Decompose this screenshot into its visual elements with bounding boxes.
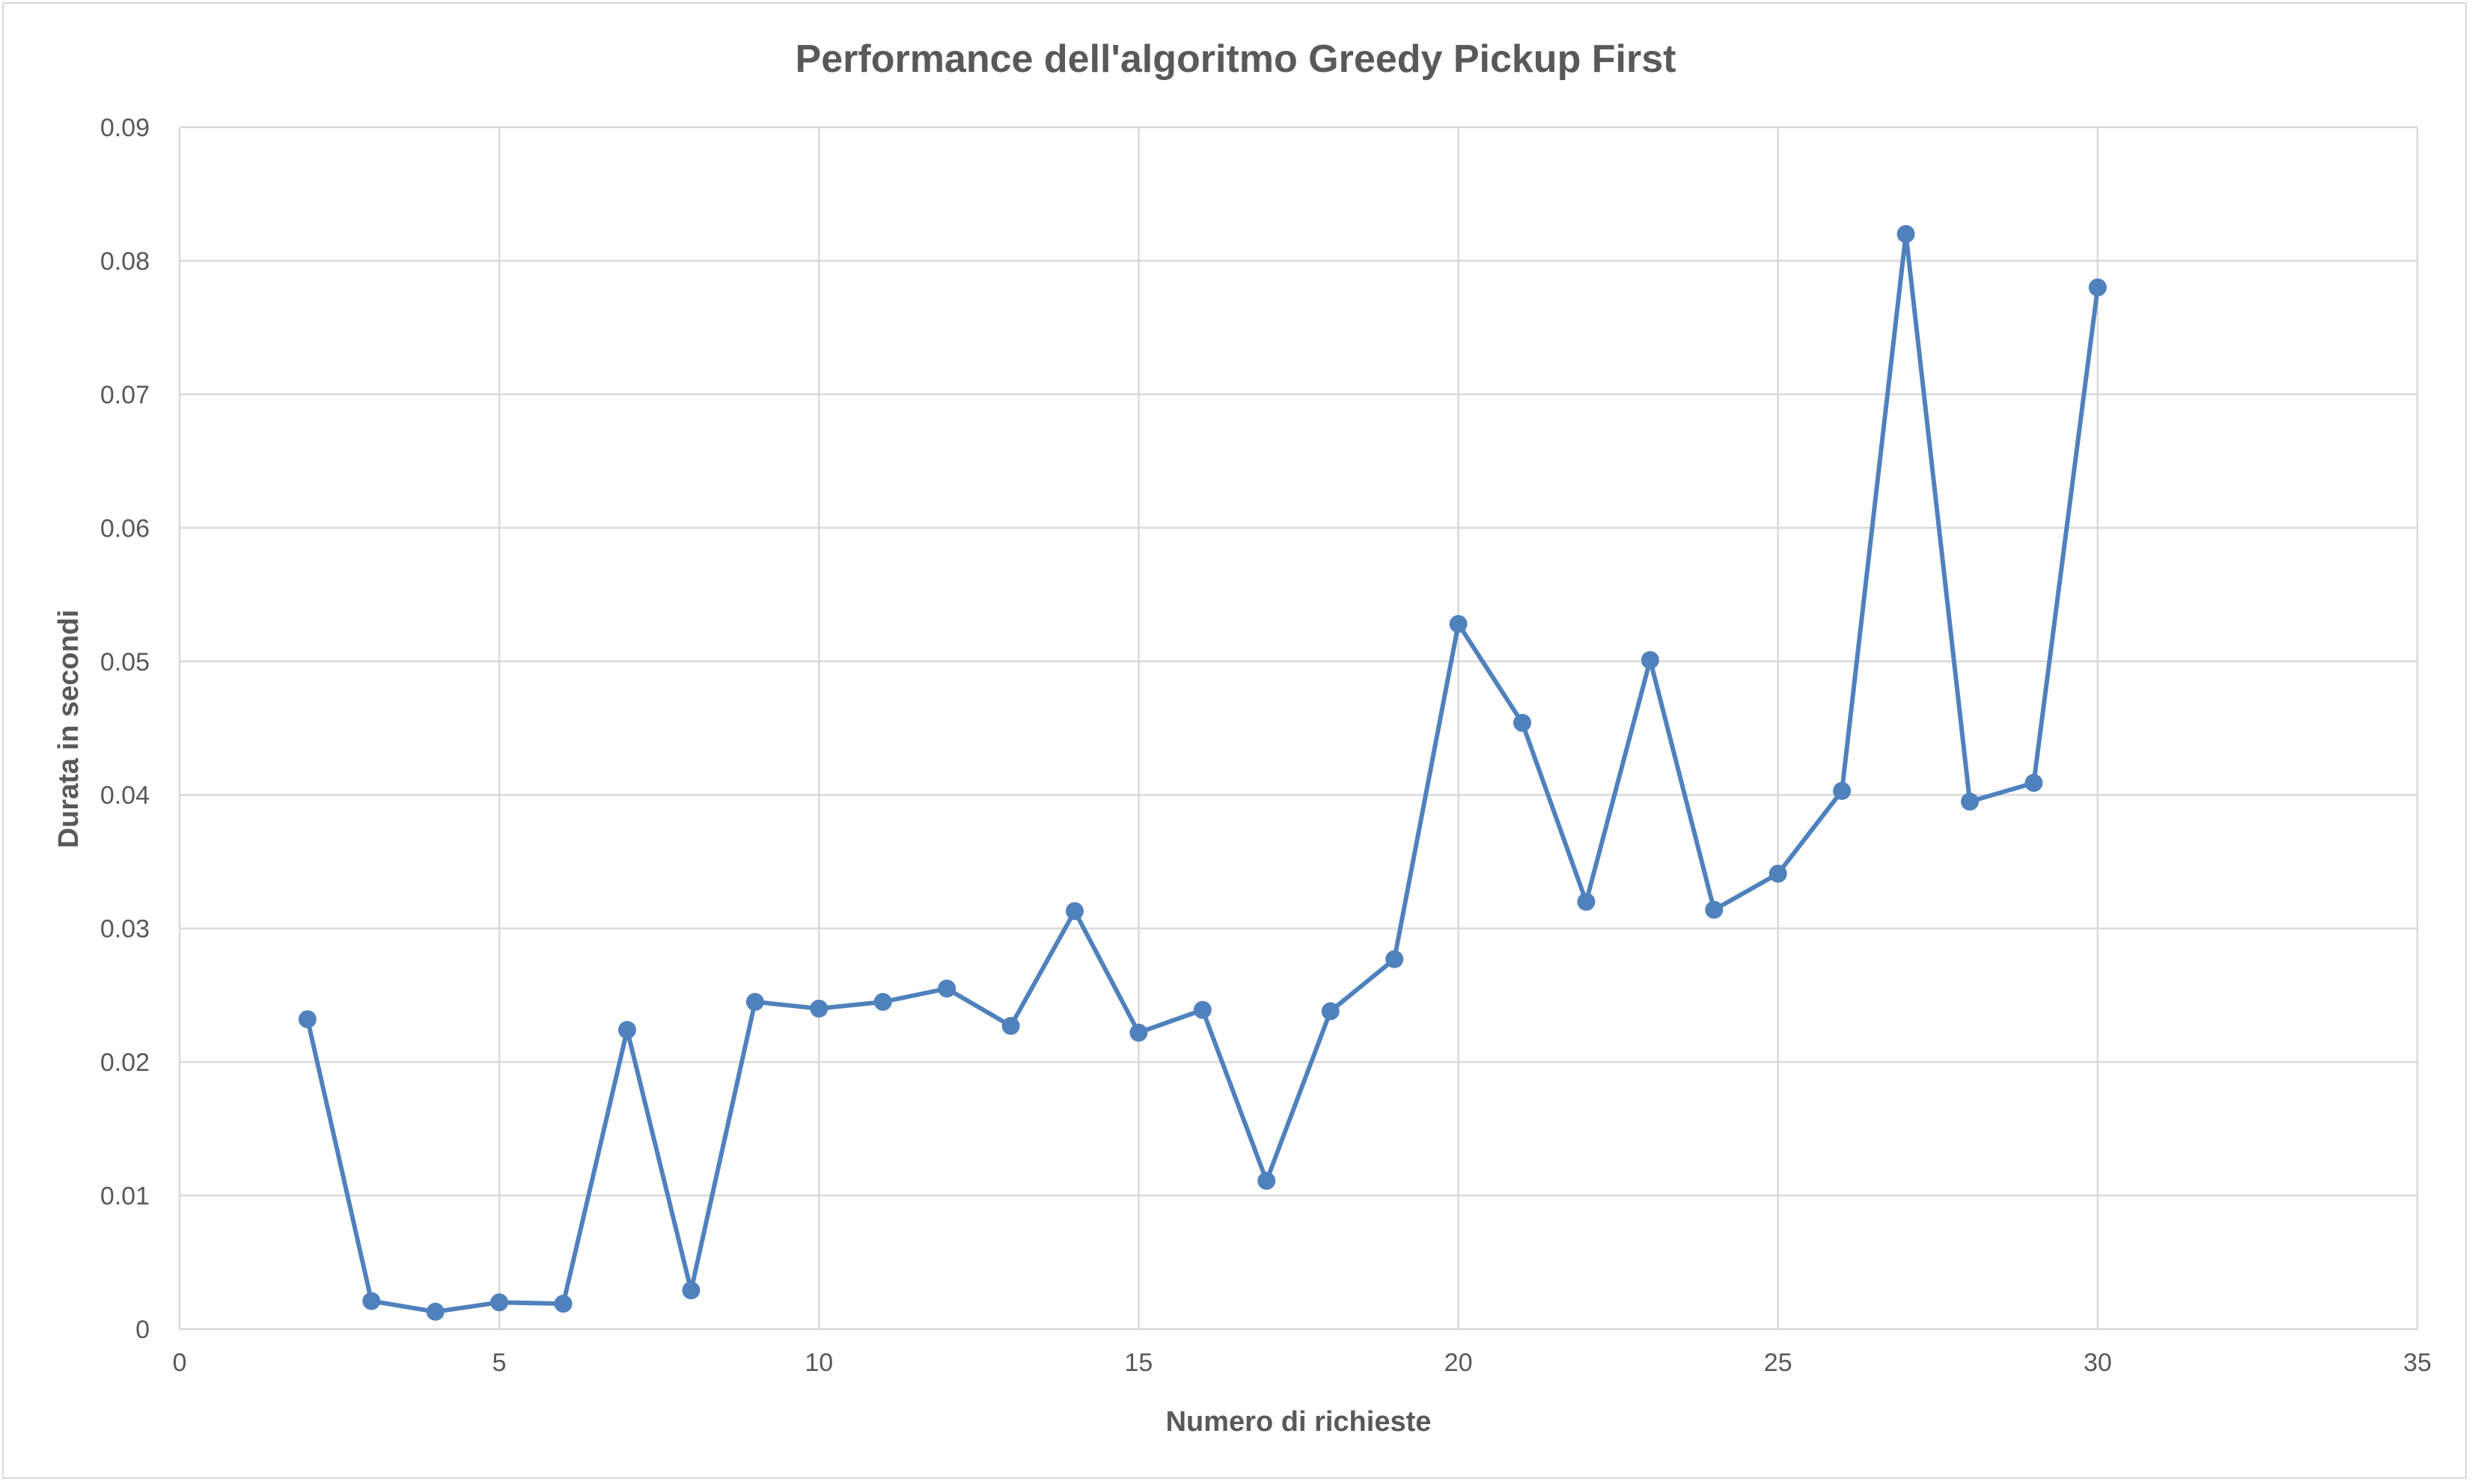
data-point: [1385, 950, 1404, 968]
y-tick-label: 0: [135, 1316, 150, 1344]
x-tick-label: 0: [173, 1349, 187, 1377]
data-point: [1768, 864, 1787, 883]
x-tick-label: 30: [2084, 1349, 2112, 1377]
x-tick-label: 15: [1125, 1349, 1153, 1377]
data-point: [682, 1281, 701, 1300]
data-point: [1961, 793, 1979, 811]
y-tick-label: 0.06: [100, 514, 150, 543]
y-axis-title: Durata in secondi: [53, 610, 85, 849]
y-tick-label: 0.07: [100, 381, 150, 409]
y-tick-label: 0.08: [100, 247, 150, 275]
data-point: [1321, 1002, 1340, 1021]
chart-title: Performance dell'algoritmo Greedy Pickup…: [796, 37, 1676, 81]
data-point: [1066, 902, 1084, 920]
series-line: [305, 231, 2100, 1314]
x-tick-label: 20: [1444, 1349, 1473, 1377]
x-tick-label: 10: [805, 1349, 833, 1377]
x-tick-label: 35: [2403, 1349, 2432, 1377]
series: [298, 225, 2107, 1321]
data-point: [362, 1292, 381, 1310]
data-point: [618, 1021, 636, 1039]
gridlines: [178, 126, 2419, 1331]
data-point: [554, 1295, 573, 1313]
x-axis-title: Numero di richieste: [1166, 1406, 1432, 1438]
x-tick-label: 5: [492, 1349, 507, 1377]
data-point: [1193, 1001, 1212, 1019]
data-point: [938, 979, 956, 998]
data-point: [1833, 781, 1852, 800]
data-point: [298, 1010, 317, 1029]
data-point: [2088, 278, 2107, 297]
y-tick-label: 0.05: [100, 648, 150, 677]
data-point: [1257, 1171, 1276, 1190]
y-tick-label: 0.03: [100, 915, 150, 944]
data-point: [1577, 892, 1596, 911]
data-point: [745, 992, 764, 1011]
x-tick-label: 25: [1764, 1349, 1792, 1377]
data-point: [873, 992, 892, 1011]
data-point: [1641, 650, 1659, 669]
data-point: [426, 1302, 445, 1321]
data-point: [1129, 1023, 1148, 1042]
y-tick-label: 0.01: [100, 1182, 150, 1211]
y-tick-label: 0.02: [100, 1048, 150, 1077]
data-point: [810, 999, 828, 1018]
data-point: [1449, 614, 1468, 633]
data-point: [1001, 1016, 1020, 1035]
data-point: [1896, 225, 1915, 243]
data-point: [2024, 774, 2043, 793]
y-tick-label: 0.09: [100, 114, 150, 142]
y-tick-label: 0.04: [100, 781, 150, 810]
tick-labels: 0 5 10 15 20 25 30 35 0 0.01 0.02 0.03 0.04 0.05 0.06 0…: [100, 114, 2432, 1377]
data-point: [490, 1293, 509, 1312]
data-point: [1705, 900, 1724, 919]
data-point: [1513, 713, 1531, 732]
